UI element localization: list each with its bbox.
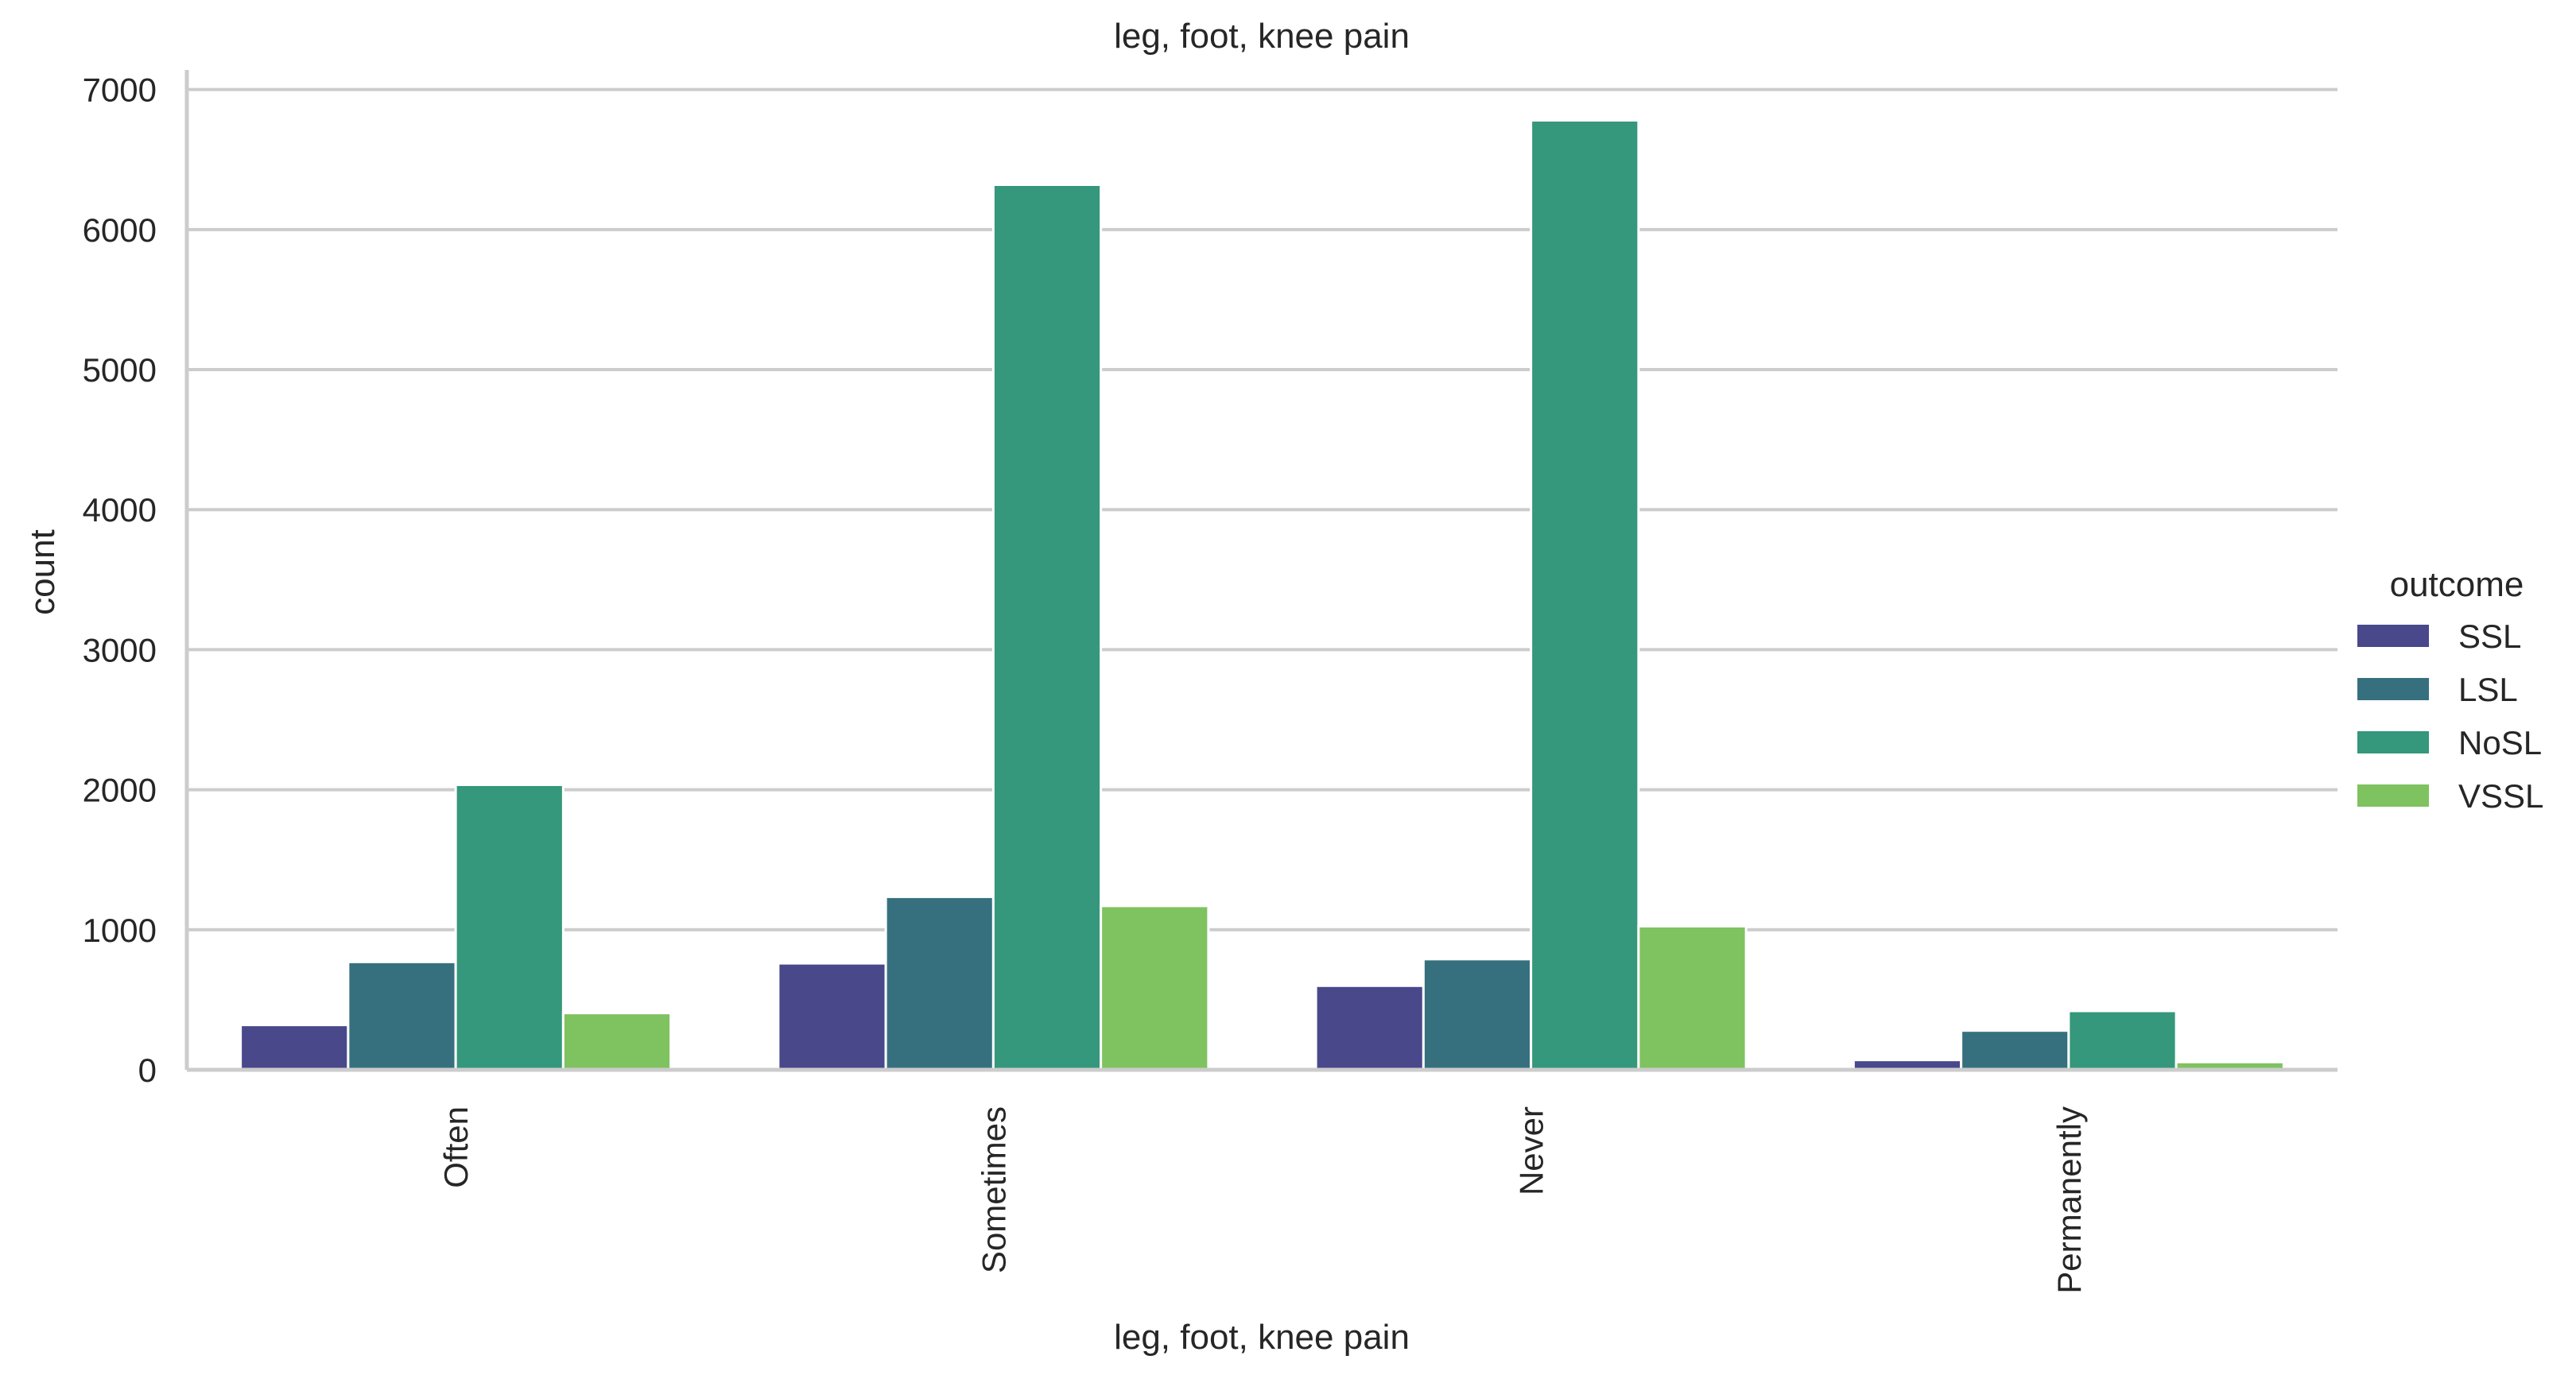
y-axis-label: count [23, 529, 62, 615]
bar-nosl-permanently [2067, 1009, 2178, 1071]
bar-ssl-sometimes [777, 962, 887, 1071]
legend-label: NoSL [2458, 724, 2542, 761]
bar-nosl-never [1530, 118, 1640, 1071]
x-tick-label: Permanently [2050, 1106, 2088, 1294]
bar-lsl-sometimes [884, 895, 995, 1071]
legend-title: outcome [2390, 565, 2524, 604]
legend-label: SSL [2458, 618, 2521, 655]
y-tick-label: 1000 [83, 912, 157, 949]
legend-swatch [2357, 731, 2429, 753]
legend: outcome SSL LSL NoSL VSSL [2357, 565, 2543, 815]
y-tick-label: 2000 [83, 772, 157, 809]
bar-nosl-sometimes [991, 183, 1103, 1071]
legend-swatch [2357, 625, 2429, 647]
axes [184, 70, 2337, 1072]
bar-nosl-often [454, 783, 564, 1071]
bars [239, 118, 2285, 1071]
legend-label: LSL [2458, 671, 2518, 708]
bar-ssl-never [1314, 984, 1425, 1071]
bar-lsl-permanently [1960, 1029, 2070, 1071]
bar-ssl-often [239, 1024, 350, 1071]
bar-lsl-often [347, 960, 457, 1071]
legend-swatch [2357, 784, 2429, 807]
y-tick-label: 3000 [83, 631, 157, 668]
x-tick-label: Never [1513, 1106, 1550, 1195]
bar-vssl-sometimes [1100, 904, 1210, 1071]
x-axis-label: leg, foot, knee pain [1114, 1318, 1410, 1357]
y-tick-label: 5000 [83, 351, 157, 389]
x-tick-label: Often [437, 1106, 475, 1188]
x-tick-label: Sometimes [975, 1106, 1012, 1273]
y-tick-label: 7000 [83, 72, 157, 109]
bar-vssl-often [561, 1012, 673, 1071]
legend-swatch [2357, 678, 2429, 700]
y-tick-label: 4000 [83, 491, 157, 529]
y-tick-label: 0 [138, 1052, 157, 1089]
bar-vssl-never [1637, 924, 1748, 1071]
bar-lsl-never [1422, 958, 1533, 1071]
legend-label: VSSL [2458, 777, 2543, 815]
y-tick-label: 6000 [83, 211, 157, 249]
chart-title: leg, foot, knee pain [1114, 17, 1410, 56]
y-tick-labels: 0 1000 2000 3000 4000 5000 6000 7000 [83, 72, 157, 1089]
x-tick-labels: Often Sometimes Never Permanently [437, 1106, 2088, 1294]
